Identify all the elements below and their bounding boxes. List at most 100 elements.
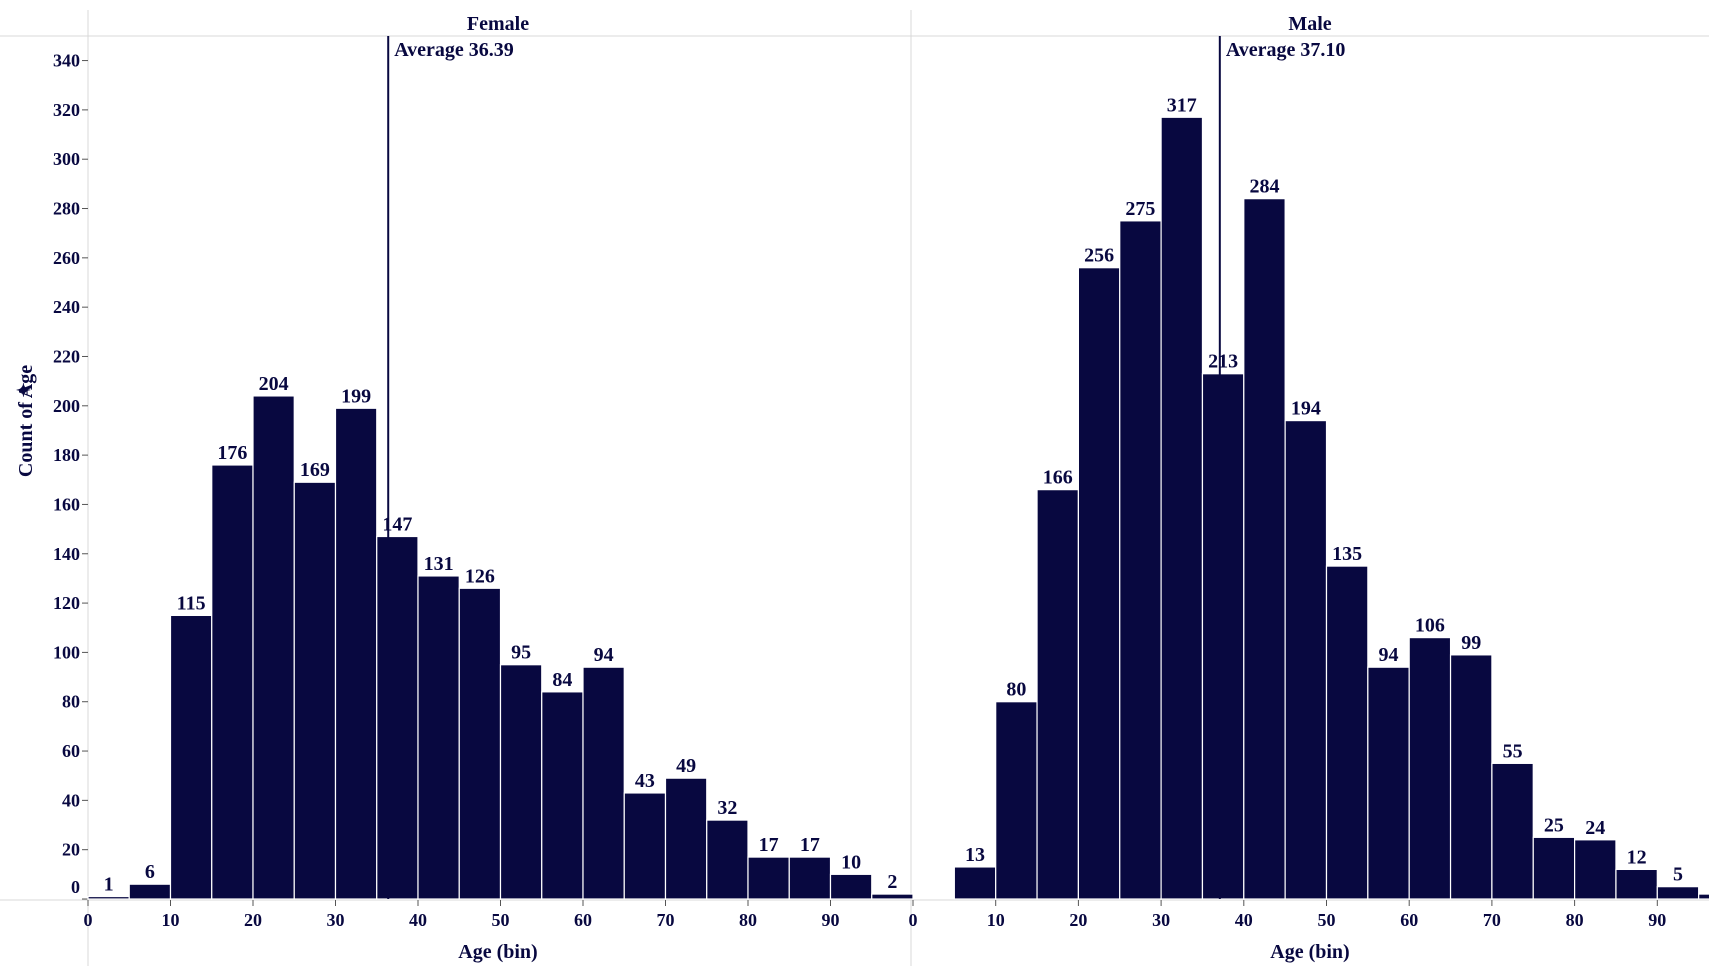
bar[interactable] <box>1367 666 1410 900</box>
bar[interactable] <box>1532 836 1576 900</box>
bar-label: 169 <box>300 459 330 481</box>
bar-label: 49 <box>676 755 696 777</box>
bar[interactable] <box>252 395 295 900</box>
bar[interactable] <box>1036 489 1080 900</box>
bar-label: 12 <box>1627 846 1647 868</box>
x-tick-label: 10 <box>162 910 180 930</box>
y-tick-label: 60 <box>62 741 80 761</box>
x-tick-label: 70 <box>1483 910 1501 930</box>
bar[interactable] <box>788 856 832 900</box>
bar-label: 24 <box>1585 817 1605 839</box>
x-tick-label: 50 <box>1318 910 1336 930</box>
bar[interactable] <box>499 664 543 900</box>
bar[interactable] <box>1325 565 1369 900</box>
y-axis: 0 20 40 60 80 100 120 140 160 180 200 220 240 260 280 3… <box>53 51 88 900</box>
bar[interactable] <box>1449 654 1493 900</box>
x-axis-title: Age (bin) <box>458 941 537 963</box>
y-tick-label: 180 <box>53 445 80 465</box>
bar[interactable] <box>1119 220 1162 900</box>
x-tick-label: 90 <box>822 910 840 930</box>
average-label: Average 37.10 <box>1226 39 1346 61</box>
bar[interactable] <box>1408 637 1452 900</box>
bar[interactable] <box>582 666 625 900</box>
y-tick-label: 140 <box>53 544 80 564</box>
y-tick-label: 260 <box>53 248 80 268</box>
bar-label: 17 <box>759 834 779 856</box>
bar-label: 204 <box>259 373 289 395</box>
bar[interactable] <box>334 407 378 900</box>
bar[interactable] <box>1077 267 1121 900</box>
bar[interactable] <box>995 701 1038 900</box>
bar-label: 147 <box>382 513 412 535</box>
bar[interactable] <box>1573 839 1617 900</box>
bar-label: 115 <box>177 592 206 614</box>
bar-label: 194 <box>1291 398 1321 420</box>
x-tick-label: 40 <box>1235 910 1253 930</box>
bar[interactable] <box>953 866 997 900</box>
y-tick-label: 220 <box>53 346 80 366</box>
bar[interactable] <box>1284 419 1328 900</box>
bar-label: 95 <box>511 642 531 664</box>
bar[interactable] <box>747 856 790 900</box>
bar-label: 199 <box>341 385 371 407</box>
bar[interactable] <box>1243 198 1286 900</box>
y-tick-label: 80 <box>62 692 80 712</box>
x-tick-label: 20 <box>244 910 262 930</box>
bar-label: 43 <box>635 770 655 792</box>
sort-icon[interactable]: ✦ <box>14 382 34 397</box>
bar-label: 94 <box>594 644 614 666</box>
bar-label: 275 <box>1125 198 1155 220</box>
bar-label: 256 <box>1084 245 1114 267</box>
bar[interactable] <box>211 464 254 900</box>
bar[interactable] <box>87 895 130 900</box>
bar[interactable] <box>664 777 708 900</box>
x-tick-label: 90 <box>1648 910 1666 930</box>
y-tick-label: 280 <box>53 199 80 219</box>
bar[interactable] <box>871 893 914 900</box>
x-tick-label: 60 <box>1400 910 1418 930</box>
y-tick-label: 240 <box>53 297 80 317</box>
bar[interactable] <box>623 792 667 900</box>
bar-label: 94 <box>1379 644 1399 666</box>
bar[interactable] <box>829 873 873 900</box>
bar-label: 1 <box>104 874 114 896</box>
bar[interactable] <box>541 691 584 900</box>
panel-title: Female <box>467 13 529 35</box>
x-tick-label: 30 <box>1152 910 1170 930</box>
bar[interactable] <box>458 587 502 900</box>
bar-label: 55 <box>1503 740 1523 762</box>
bar-label: 131 <box>424 553 454 575</box>
bar-label: 32 <box>717 797 737 819</box>
bar-label: 106 <box>1415 615 1445 637</box>
x-tick-label: 50 <box>492 910 510 930</box>
bar-label: 80 <box>1006 679 1026 701</box>
bar-label: 25 <box>1544 814 1564 836</box>
x-tick-label: 0 <box>909 910 918 930</box>
bar[interactable] <box>376 535 419 900</box>
x-tick-label: 40 <box>409 910 427 930</box>
bar[interactable] <box>293 481 337 900</box>
y-tick-label: 20 <box>62 840 80 860</box>
chart-frame <box>0 10 1709 966</box>
x-tick-label: 30 <box>327 910 345 930</box>
y-tick-label: 0 <box>71 877 80 897</box>
bar[interactable] <box>1491 762 1534 900</box>
bar-label: 126 <box>465 565 495 587</box>
bar[interactable] <box>169 614 213 900</box>
panel-title: Male <box>1288 13 1331 35</box>
x-tick-label: 0 <box>84 910 93 930</box>
bar[interactable] <box>1160 116 1204 900</box>
bar-label: 6 <box>145 861 155 883</box>
bar[interactable] <box>706 819 749 900</box>
bar[interactable] <box>128 883 172 900</box>
bar[interactable] <box>1615 868 1658 900</box>
bar[interactable] <box>417 575 460 900</box>
bar-label: 2 <box>887 871 897 893</box>
bar[interactable] <box>1201 373 1245 900</box>
bar-label: 135 <box>1332 543 1362 565</box>
bar[interactable] <box>1698 893 1709 900</box>
bar-label: 99 <box>1461 632 1481 654</box>
bar[interactable] <box>1656 886 1700 900</box>
y-tick-label: 320 <box>53 100 80 120</box>
